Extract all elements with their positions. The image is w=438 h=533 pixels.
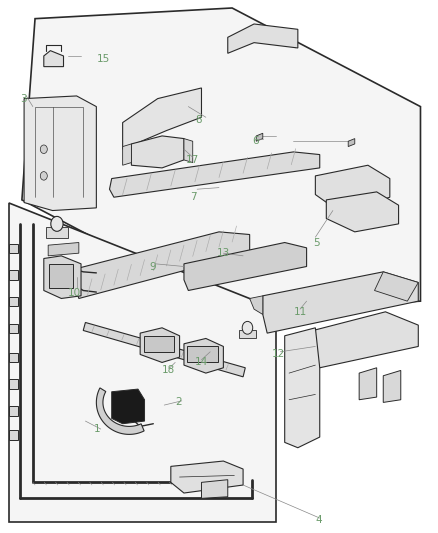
Bar (9, 270, 18, 280)
Polygon shape (228, 24, 298, 53)
Bar (9, 244, 18, 253)
Text: 10: 10 (68, 288, 81, 298)
Bar (9, 430, 18, 440)
Bar (187, 346, 218, 362)
Bar (9, 324, 18, 333)
Polygon shape (44, 51, 64, 67)
Text: 3: 3 (20, 94, 26, 103)
Text: 11: 11 (293, 307, 307, 317)
Text: 17: 17 (186, 155, 199, 165)
Polygon shape (184, 139, 193, 163)
Polygon shape (96, 388, 144, 434)
Polygon shape (112, 389, 145, 424)
Polygon shape (348, 139, 355, 147)
Polygon shape (83, 322, 245, 377)
Text: 13: 13 (217, 248, 230, 258)
Polygon shape (239, 330, 256, 338)
Text: 8: 8 (195, 115, 201, 125)
Bar (144, 336, 174, 352)
Text: 6: 6 (252, 136, 258, 146)
Polygon shape (22, 8, 420, 312)
Polygon shape (201, 480, 228, 498)
Bar (9, 406, 18, 416)
Text: 1: 1 (94, 424, 101, 434)
Polygon shape (184, 243, 307, 290)
Polygon shape (46, 227, 68, 238)
Text: 14: 14 (195, 358, 208, 367)
Polygon shape (285, 328, 320, 448)
Polygon shape (44, 256, 81, 298)
Polygon shape (9, 203, 276, 522)
Text: 2: 2 (175, 398, 182, 407)
Bar (9, 353, 18, 362)
Polygon shape (171, 461, 243, 493)
Polygon shape (250, 296, 263, 314)
Polygon shape (140, 328, 180, 362)
Polygon shape (123, 144, 131, 165)
Text: 7: 7 (191, 192, 197, 202)
Polygon shape (184, 338, 223, 373)
Bar (9, 379, 18, 389)
Polygon shape (374, 272, 418, 301)
Circle shape (40, 145, 47, 154)
Circle shape (40, 172, 47, 180)
Polygon shape (263, 272, 418, 333)
Bar (9, 297, 18, 306)
Bar (49, 264, 73, 288)
Text: 15: 15 (96, 54, 110, 63)
Polygon shape (74, 232, 250, 298)
Polygon shape (24, 96, 96, 211)
Circle shape (51, 216, 63, 231)
Text: 4: 4 (315, 515, 322, 524)
Polygon shape (359, 368, 377, 400)
Polygon shape (110, 152, 320, 197)
Text: 18: 18 (162, 366, 175, 375)
Polygon shape (326, 192, 399, 232)
Polygon shape (313, 312, 418, 368)
Text: 5: 5 (313, 238, 320, 247)
Polygon shape (123, 88, 201, 149)
Polygon shape (256, 133, 263, 141)
Text: 9: 9 (149, 262, 155, 271)
Circle shape (242, 321, 253, 334)
Polygon shape (131, 136, 184, 168)
Polygon shape (48, 243, 79, 256)
Text: 12: 12 (272, 350, 285, 359)
Polygon shape (315, 165, 390, 213)
Polygon shape (383, 370, 401, 402)
